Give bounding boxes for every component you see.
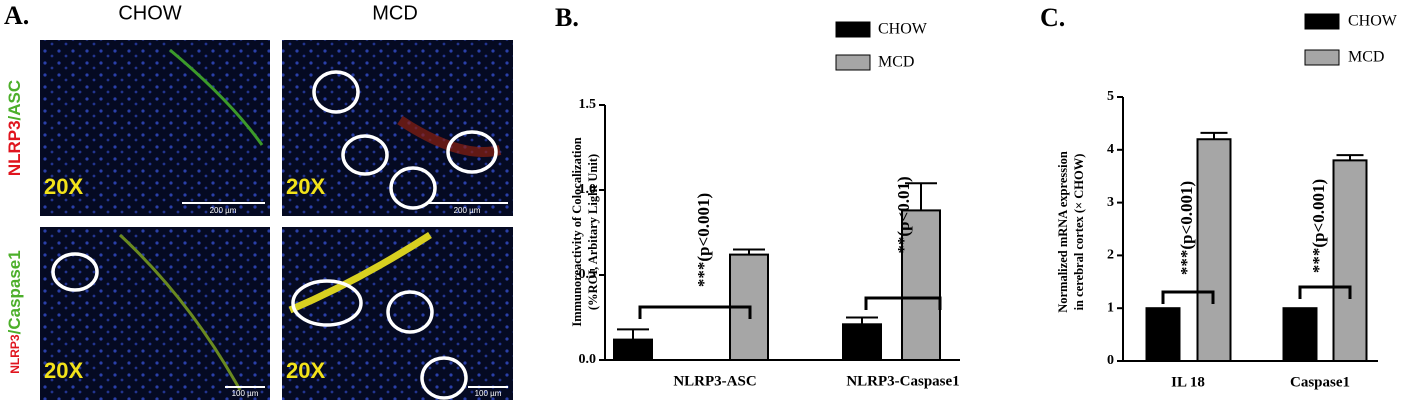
y-tick-label: 2	[1107, 248, 1114, 263]
error-bar	[617, 328, 649, 340]
bar	[1145, 307, 1181, 363]
magnification: 20X	[44, 174, 83, 199]
row-label-red: NLRP3	[5, 120, 24, 176]
x-tick-label: NLRP3-Caspase1	[846, 373, 959, 389]
y-axis-label: Immunoreactivity of Colocalization	[570, 137, 584, 326]
circles	[51, 70, 498, 400]
panel-letter: A.	[4, 1, 29, 30]
micrograph	[282, 40, 513, 216]
bar	[1196, 138, 1232, 362]
bar	[1332, 159, 1368, 362]
column-label: CHOW	[118, 2, 181, 24]
significance-bracket	[638, 305, 752, 319]
y-axis-label: in cerebral cortex (× CHOW)	[1072, 154, 1086, 311]
significance-label: ***(p<0.001)	[1309, 179, 1328, 273]
x-tick-label: Caspase1	[1290, 374, 1350, 390]
x-tick-label: NLRP3-ASC	[673, 373, 756, 389]
row-label-green: /Caspase1	[5, 250, 24, 334]
y-axis-label: (%ROI, Arbitary Light Unit)	[586, 154, 600, 310]
scale-bar-label: 100 µm	[475, 389, 502, 398]
bar	[1282, 307, 1318, 363]
error-bar	[1200, 131, 1228, 140]
scale-bar-label: 200 µm	[454, 206, 481, 215]
y-tick-label: 0	[1107, 353, 1114, 368]
significance-label: **(p<0.01)	[894, 176, 913, 253]
legend-label: CHOW	[878, 21, 928, 38]
significance-label: ***(p<0.001)	[1177, 181, 1196, 275]
y-tick-label: 0.0	[579, 352, 597, 367]
bar	[842, 323, 882, 361]
significance-bracket	[1298, 285, 1352, 299]
y-tick-label: 1	[1107, 300, 1114, 315]
legend-label: CHOW	[1348, 13, 1398, 30]
stain	[169, 48, 264, 146]
legend-swatch	[1304, 13, 1340, 30]
legend-label: MCD	[878, 54, 914, 71]
significance-bracket	[864, 296, 942, 310]
row-label-green: /ASC	[5, 80, 24, 121]
y-tick-label: 3	[1107, 195, 1114, 210]
x-tick-label: IL 18	[1171, 374, 1205, 390]
legend-swatch	[1304, 49, 1340, 66]
significance-label: ***(p<0.001)	[694, 193, 713, 287]
panel-letter: C.	[1040, 3, 1065, 32]
y-tick-label: 1.5	[579, 97, 597, 112]
significance-bracket	[1161, 290, 1215, 304]
magnification: 20X	[44, 358, 83, 383]
bar	[901, 209, 941, 361]
stain	[118, 233, 242, 391]
y-tick-label: 0.5	[579, 267, 597, 282]
scale-bar-label: 200 µm	[210, 206, 237, 215]
row-label: NLRP3/Caspase1	[5, 250, 24, 373]
stain	[288, 232, 432, 314]
y-tick-label: 1.0	[579, 182, 597, 197]
bar	[613, 338, 653, 362]
micrographs	[40, 40, 513, 400]
row-label-red: NLRP3	[8, 334, 22, 374]
legend-swatch	[835, 54, 871, 71]
micrograph	[40, 40, 270, 216]
column-label: MCD	[372, 2, 418, 24]
scale-bar-label: 100 µm	[232, 389, 259, 398]
stain	[397, 115, 502, 157]
legend-swatch	[835, 21, 871, 38]
row-label: NLRP3/ASC	[5, 80, 24, 176]
error-bar	[846, 316, 878, 325]
magnification: 20X	[286, 174, 325, 199]
scale-bar-lines	[182, 202, 508, 388]
magnification-labels: 20X 20X 20X 20X	[44, 174, 325, 383]
y-axis-label: Normalized mRNA expression	[1056, 151, 1070, 313]
legend-label: MCD	[1348, 49, 1384, 66]
panel-letter: B.	[555, 3, 579, 32]
y-tick-label: 5	[1107, 89, 1114, 104]
magnification: 20X	[286, 358, 325, 383]
y-tick-label: 4	[1107, 142, 1114, 157]
error-bar	[905, 182, 937, 211]
